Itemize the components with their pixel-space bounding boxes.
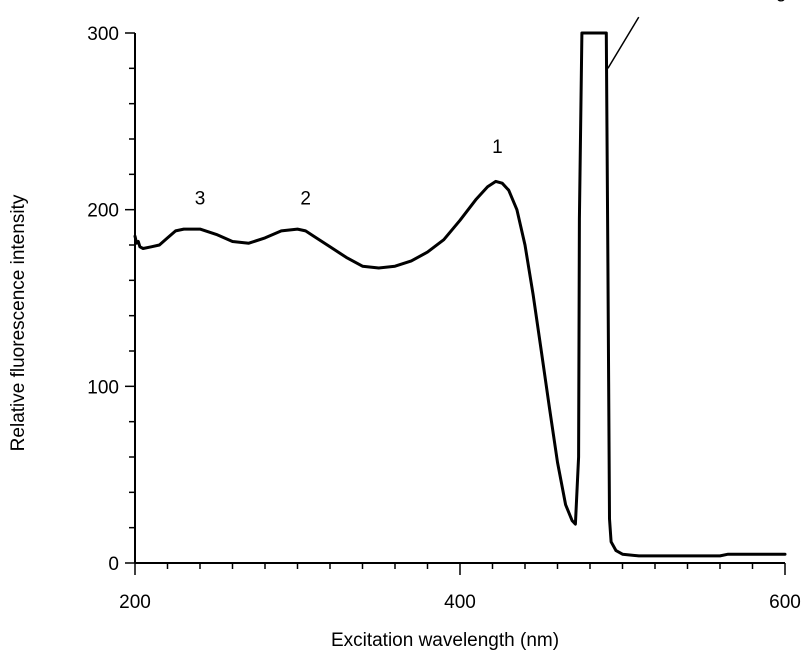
x-tick-label: 400 xyxy=(444,592,476,613)
peak-label: 3 xyxy=(195,188,206,209)
y-tick-label: 300 xyxy=(87,24,119,45)
tick-labels: 200 400 600 0 100 200 300 xyxy=(87,24,801,613)
x-tick-label: 600 xyxy=(769,592,801,613)
x-axis-label: Excitation wavelength (nm) xyxy=(331,630,559,651)
y-tick-label: 100 xyxy=(87,377,119,398)
y-axis-label: Relative fluorescence intensity xyxy=(8,194,29,451)
spectrum-line xyxy=(133,31,787,558)
y-tick-label: 0 xyxy=(108,554,119,575)
scattered-light-leader xyxy=(607,16,640,69)
data-series xyxy=(133,31,787,558)
tick-marks xyxy=(125,32,786,575)
x-tick-label: 200 xyxy=(119,592,151,613)
y-tick-label: 200 xyxy=(87,201,119,222)
peak-label: 2 xyxy=(300,188,311,209)
axes xyxy=(134,33,785,564)
peak-label: 1 xyxy=(492,137,503,158)
annotations: 1 2 3 Scattered Light xyxy=(195,0,803,209)
scattered-light-label: Scattered Light xyxy=(675,0,803,3)
